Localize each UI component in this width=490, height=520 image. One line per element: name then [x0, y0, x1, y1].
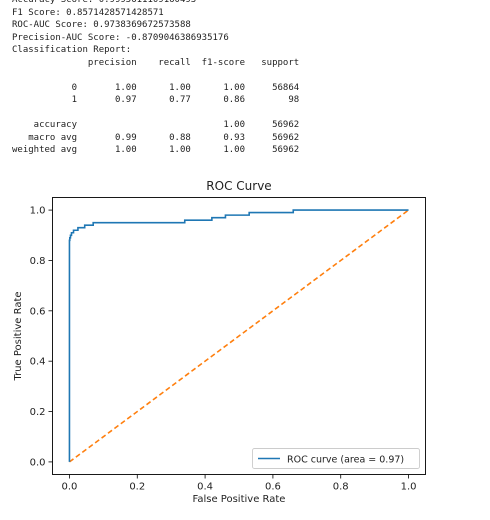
report-line — [12, 107, 482, 120]
x-tick-label: 1.0 — [401, 482, 417, 493]
y-tick-label: 0.0 — [30, 457, 46, 468]
chance-diagonal-line — [68, 209, 410, 463]
x-tick-label: 0.2 — [129, 482, 145, 493]
report-line: precision recall f1-score support — [12, 57, 300, 68]
y-tick-label: 0.6 — [30, 306, 46, 317]
report-line — [12, 69, 482, 82]
report-line: accuracy 1.00 56962 — [12, 120, 300, 130]
report-line: Classification Report: — [12, 45, 132, 55]
report-line: Precision-AUC Score: -0.8709046386935176 — [12, 32, 229, 43]
axis-ticks: 0.0 0.2 0.4 0.6 0.8 1.0 0.0 0.2 0.4 0.6 0.8 1.0 — [30, 206, 417, 493]
y-tick-label: 0.4 — [30, 357, 46, 368]
report-line: 1 0.97 0.77 0.86 98 — [12, 95, 300, 105]
y-tick-label: 0.2 — [30, 407, 46, 418]
x-tick-label: 0.6 — [265, 482, 281, 493]
x-tick-label: 0.0 — [62, 482, 78, 493]
report-line: weighted avg 1.00 1.00 1.00 56962 — [12, 145, 300, 155]
x-tick-label: 0.8 — [333, 482, 349, 493]
x-axis-label: False Positive Rate — [193, 494, 286, 505]
legend-label: ROC curve (area = 0.97) — [287, 455, 404, 466]
roc-chart: ROC Curve 0.0 0.2 0.4 0.6 0.8 1.0 0.0 0.2 0.4 0.6… — [0, 174, 490, 515]
roc-curve-line — [68, 209, 409, 462]
x-tick-label: 0.4 — [197, 482, 213, 493]
legend: ROC curve (area = 0.97) — [252, 448, 420, 469]
report-line: Accuracy Score: 0.9995611109160493 — [12, 0, 197, 5]
y-tick-label: 1.0 — [30, 206, 46, 217]
plot-frame — [52, 197, 426, 475]
y-tick-label: 0.8 — [30, 256, 46, 267]
classification-output: Accuracy Score: 0.9995611109160493 F1 Sco… — [12, 0, 482, 157]
chart-title: ROC Curve — [206, 179, 271, 193]
report-line: ROC-AUC Score: 0.9738369672573588 — [12, 20, 191, 30]
plot-lines — [68, 209, 410, 463]
report-line: macro avg 0.99 0.88 0.93 56962 — [12, 132, 300, 143]
roc-chart-svg: ROC Curve 0.0 0.2 0.4 0.6 0.8 1.0 0.0 0.2 0.4 0.6… — [13, 179, 426, 505]
report-line: F1 Score: 0.8571428571428571 — [12, 7, 164, 18]
y-axis-label: True Positive Rate — [13, 291, 24, 381]
legend-box — [252, 448, 420, 469]
report-line: 0 1.00 1.00 1.00 56864 — [12, 82, 300, 93]
